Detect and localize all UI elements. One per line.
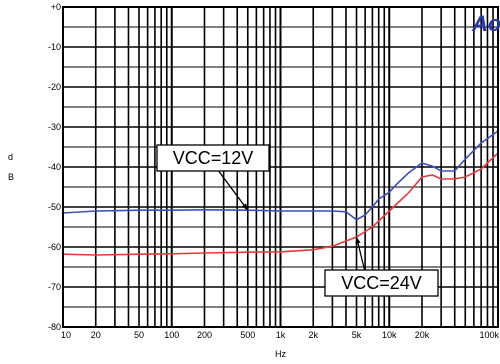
x-tick-label: 100 [164, 330, 179, 340]
x-tick-label: 1k [276, 330, 286, 340]
series-layer [62, 130, 499, 256]
callout-arrowhead [355, 237, 361, 244]
y-tick-label: -30 [48, 122, 61, 132]
y-tick-label: -50 [48, 202, 61, 212]
y-tick-label: -60 [48, 242, 61, 252]
x-axis-label: Hz [275, 349, 286, 359]
x-tick-label: 10 [61, 330, 71, 340]
callout-box [156, 144, 270, 172]
y-tick-label: -70 [48, 282, 61, 292]
y-tick-label: +0 [51, 2, 61, 12]
x-tick-label: 200 [197, 330, 212, 340]
callout-layer: VCC=12V VCC=24V [156, 144, 439, 297]
brand-logo: Ao [471, 11, 500, 36]
callout-box [324, 269, 439, 297]
callout-label: VCC=12V [173, 148, 254, 168]
x-tick-label: 20 [91, 330, 101, 340]
callout-label: VCC=24V [341, 273, 422, 293]
x-tick-label: 20k [415, 330, 430, 340]
x-tick-label: 100k [479, 330, 499, 340]
callout-arrowhead [241, 203, 248, 211]
x-tick-label: 50 [134, 330, 144, 340]
y-tick-label: -80 [48, 322, 61, 332]
callout-pointer [218, 170, 249, 211]
y-tick-labels: +0 -10 -20 -30 -40 -50 -60 -70 -80 [48, 2, 61, 332]
y-tick-label: -10 [48, 42, 61, 52]
y-axis-label-b: B [8, 172, 14, 182]
x-tick-labels: 10 20 50 100 200 500 1k 2k 5k 10k 20k 100k [61, 330, 499, 340]
x-tick-label: 2k [308, 330, 318, 340]
series-line [62, 152, 499, 256]
x-tick-label: 10k [382, 330, 397, 340]
plot-frame [62, 6, 499, 328]
y-tick-label: -20 [48, 82, 61, 92]
x-tick-label: 5k [352, 330, 362, 340]
series-line [62, 130, 499, 221]
x-tick-label: 500 [240, 330, 255, 340]
y-tick-label: -40 [48, 162, 61, 172]
y-axis-label-d: d [8, 152, 13, 162]
